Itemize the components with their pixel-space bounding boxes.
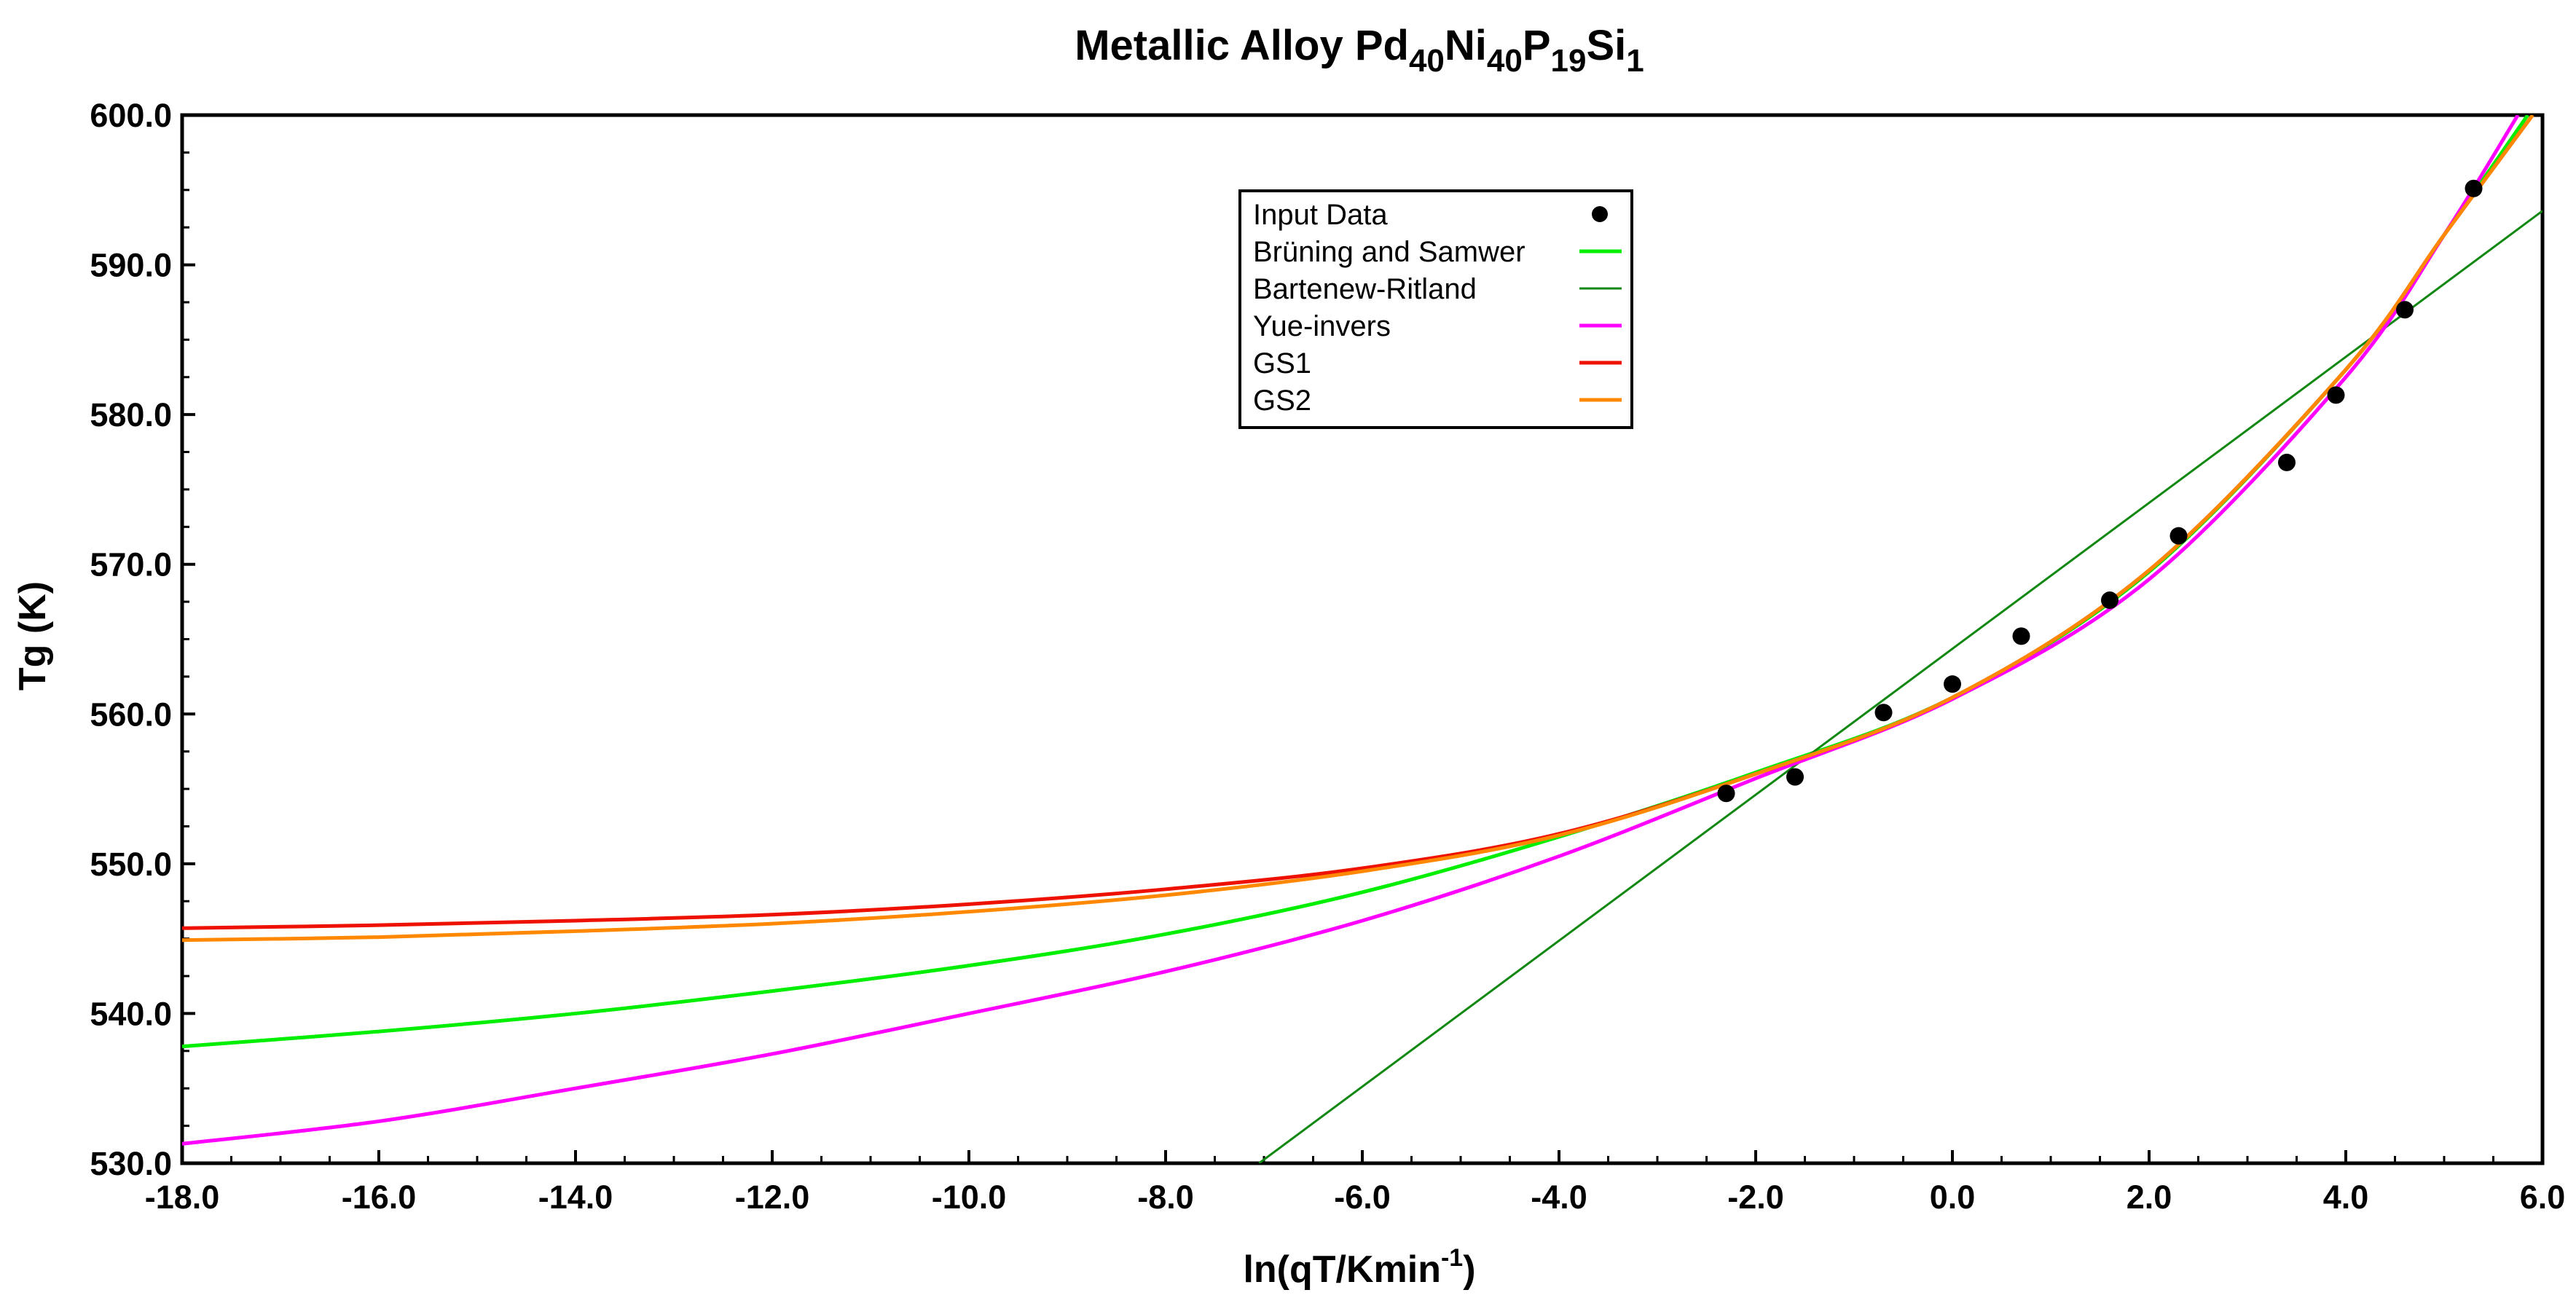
y-axis: 530.0 540.0 550.0 560.0 570.0 580.0 590.0 600.0 — [90, 97, 195, 1182]
x-axis-label-sup: -1 — [1441, 1244, 1463, 1272]
y-tick-label: 550.0 — [90, 846, 172, 883]
input-data-point — [2465, 179, 2483, 197]
x-tick-label: 6.0 — [2520, 1179, 2566, 1216]
legend-label: GS2 — [1253, 385, 1311, 417]
input-data-point — [2278, 453, 2296, 471]
x-tick-label: -8.0 — [1137, 1179, 1194, 1216]
x-axis: -18.0 -16.0 -14.0 -12.0 -10.0 -8.0 -6.0 -4.0 -2.… — [145, 1150, 2566, 1216]
chart-title-part: Si — [1586, 22, 1626, 69]
x-tick-label: 0.0 — [1930, 1179, 1976, 1216]
legend-label: Bartenew-Ritland — [1253, 273, 1477, 305]
input-data-point — [1874, 704, 1893, 722]
y-tick-label: 570.0 — [90, 546, 172, 583]
x-axis-label-close: ) — [1463, 1248, 1475, 1291]
legend: Input Data Brüning and Samwer Bartenew-Rit… — [1238, 189, 1633, 429]
chart-title-part: Ni — [1445, 22, 1487, 69]
y-tick-label: 530.0 — [90, 1145, 172, 1182]
legend-label: Yue-invers — [1253, 310, 1391, 342]
legend-box — [1238, 189, 1633, 429]
input-data-point — [1717, 784, 1735, 803]
y-axis-label: Tg (K) — [12, 581, 54, 691]
chart-title-subscript: 19 — [1551, 43, 1587, 79]
y-tick-label: 540.0 — [90, 995, 172, 1032]
x-tick-label: -18.0 — [145, 1179, 220, 1216]
x-tick-label: 4.0 — [2323, 1179, 2369, 1216]
y-tick-label: 590.0 — [90, 247, 172, 284]
x-tick-label: -10.0 — [932, 1179, 1007, 1216]
input-data-point — [2169, 527, 2188, 545]
x-tick-label: -16.0 — [342, 1179, 417, 1216]
legend-label: Input Data — [1253, 199, 1388, 231]
x-tick-label: -12.0 — [735, 1179, 810, 1216]
x-axis-label-main: ln(qT/Kmin — [1243, 1248, 1441, 1291]
input-data-point — [1944, 675, 1961, 693]
chart-title-subscript: 40 — [1487, 43, 1523, 79]
x-tick-label: 2.0 — [2127, 1179, 2172, 1216]
series-line-bartenew-ritland — [1258, 210, 2542, 1163]
input-data-point — [1786, 768, 1804, 786]
x-tick-label: -14.0 — [538, 1179, 613, 1216]
y-tick-label: 600.0 — [90, 97, 172, 134]
series-line-yue-invers — [182, 115, 2520, 1146]
series-line-gs2 — [182, 115, 2534, 943]
input-data-points — [1717, 179, 2483, 803]
x-tick-label: -6.0 — [1334, 1179, 1391, 1216]
chart-title-subscript: 40 — [1409, 43, 1445, 79]
input-data-point — [2327, 386, 2345, 404]
input-data-point — [2396, 301, 2414, 319]
chart-title: Metallic Alloy Pd40Ni40P19Si1 — [1075, 22, 1644, 79]
y-tick-label: 560.0 — [90, 696, 172, 733]
legend-label: Brüning and Samwer — [1253, 236, 1525, 268]
legend-label: GS1 — [1253, 347, 1311, 379]
x-axis-label: ln(qT/Kmin-1) — [1243, 1244, 1475, 1291]
input-data-point — [2101, 591, 2118, 610]
x-tick-label: -2.0 — [1727, 1179, 1784, 1216]
x-tick-label: -4.0 — [1531, 1179, 1587, 1216]
chart-title-part: P — [1523, 22, 1551, 69]
legend-marker — [1592, 206, 1608, 222]
y-tick-label: 580.0 — [90, 396, 172, 433]
chart-title-prefix: Metallic Alloy Pd — [1075, 22, 1409, 69]
series-layer — [182, 115, 2542, 1163]
input-data-point — [2012, 627, 2030, 645]
chart-title-subscript: 1 — [1626, 43, 1644, 79]
